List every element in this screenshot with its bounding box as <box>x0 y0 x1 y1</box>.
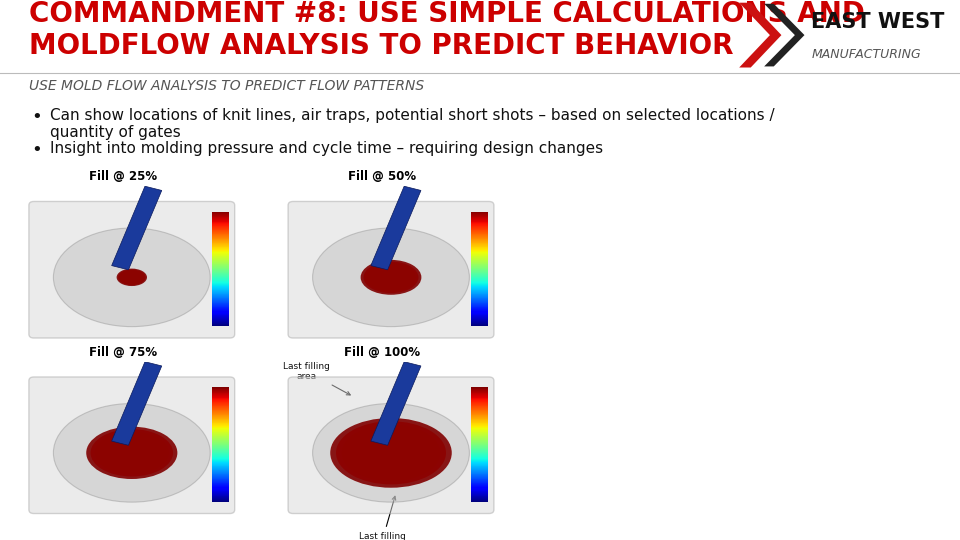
Polygon shape <box>764 4 804 66</box>
Polygon shape <box>111 186 161 270</box>
Ellipse shape <box>378 270 404 285</box>
FancyBboxPatch shape <box>288 201 493 338</box>
Ellipse shape <box>367 263 416 292</box>
Ellipse shape <box>384 273 398 281</box>
Ellipse shape <box>370 265 413 290</box>
Text: Fill @ 50%: Fill @ 50% <box>348 170 416 183</box>
Ellipse shape <box>330 418 452 488</box>
Polygon shape <box>371 362 420 446</box>
Text: Last filling
area: Last filling area <box>283 361 350 395</box>
Ellipse shape <box>108 439 156 467</box>
Text: Can show locations of knit lines, air traps, potential short shots – based on se: Can show locations of knit lines, air tr… <box>50 108 775 140</box>
Ellipse shape <box>375 268 407 287</box>
Ellipse shape <box>116 444 147 462</box>
Text: USE MOLD FLOW ANALYSIS TO PREDICT FLOW PATTERNS: USE MOLD FLOW ANALYSIS TO PREDICT FLOW P… <box>29 79 424 93</box>
Ellipse shape <box>387 275 396 280</box>
Text: EAST WEST: EAST WEST <box>811 11 945 32</box>
Ellipse shape <box>116 268 147 286</box>
Ellipse shape <box>104 436 160 469</box>
Ellipse shape <box>124 273 140 282</box>
Ellipse shape <box>381 272 401 284</box>
Ellipse shape <box>365 438 418 468</box>
Ellipse shape <box>359 434 423 471</box>
Text: MANUFACTURING: MANUFACTURING <box>811 48 921 60</box>
Ellipse shape <box>361 260 421 295</box>
Text: •: • <box>32 108 42 126</box>
Text: Last filling
area: Last filling area <box>358 496 405 540</box>
Ellipse shape <box>371 441 412 464</box>
Ellipse shape <box>119 270 144 285</box>
FancyBboxPatch shape <box>29 377 234 514</box>
Ellipse shape <box>382 448 400 458</box>
Ellipse shape <box>313 228 469 327</box>
Ellipse shape <box>112 442 152 464</box>
Ellipse shape <box>121 271 143 284</box>
Ellipse shape <box>313 403 469 502</box>
Text: Fill @ 100%: Fill @ 100% <box>344 346 420 359</box>
Ellipse shape <box>86 427 178 479</box>
Ellipse shape <box>125 449 138 457</box>
Text: Insight into molding pressure and cycle time – requiring design changes: Insight into molding pressure and cycle … <box>50 141 603 157</box>
Text: Fill @ 75%: Fill @ 75% <box>88 346 156 359</box>
Text: Fill @ 25%: Fill @ 25% <box>88 170 156 183</box>
Polygon shape <box>111 362 161 446</box>
Ellipse shape <box>128 275 135 280</box>
FancyBboxPatch shape <box>29 201 234 338</box>
Ellipse shape <box>127 274 137 280</box>
Ellipse shape <box>130 276 134 279</box>
Ellipse shape <box>342 424 441 481</box>
Polygon shape <box>739 3 781 68</box>
Ellipse shape <box>54 403 210 502</box>
Ellipse shape <box>125 274 138 281</box>
Text: •: • <box>32 141 42 159</box>
Ellipse shape <box>99 434 164 471</box>
Ellipse shape <box>90 429 173 476</box>
Ellipse shape <box>122 272 141 283</box>
FancyBboxPatch shape <box>288 377 493 514</box>
Ellipse shape <box>54 228 210 327</box>
Ellipse shape <box>364 261 419 293</box>
Ellipse shape <box>353 431 429 475</box>
Ellipse shape <box>121 447 143 459</box>
Ellipse shape <box>95 431 169 474</box>
Ellipse shape <box>376 444 406 461</box>
Polygon shape <box>371 186 420 270</box>
Text: COMMANDMENT #8: USE SIMPLE CALCULATIONS AND
MOLDFLOW ANALYSIS TO PREDICT BEHAVIO: COMMANDMENT #8: USE SIMPLE CALCULATIONS … <box>29 0 865 60</box>
Ellipse shape <box>118 269 146 285</box>
Ellipse shape <box>372 266 410 288</box>
Ellipse shape <box>348 428 435 478</box>
Ellipse shape <box>336 421 446 484</box>
